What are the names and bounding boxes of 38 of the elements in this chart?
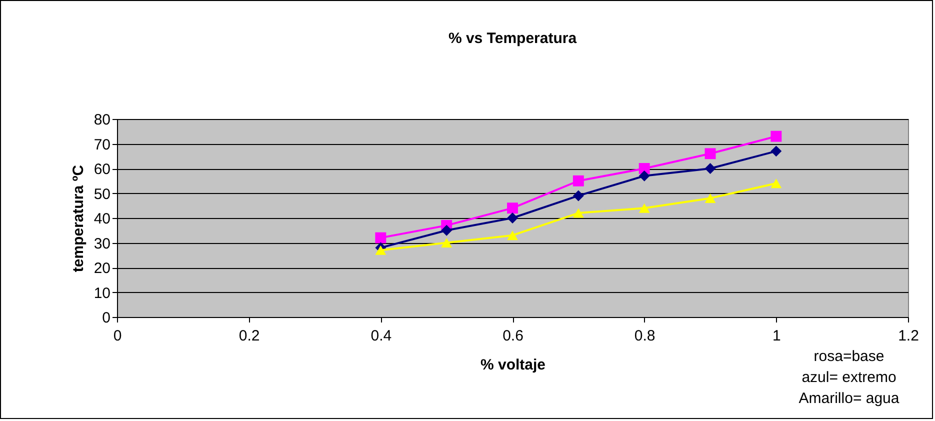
x-tick-label: 0.2 [238, 328, 260, 344]
point [638, 203, 650, 213]
x-tick-label: 1 [772, 328, 781, 344]
point [770, 146, 782, 157]
point [572, 208, 584, 218]
point [441, 224, 452, 236]
point [638, 170, 650, 182]
point [441, 238, 452, 248]
y-tick-label: 20 [94, 260, 110, 277]
y-tick-label: 70 [94, 136, 110, 154]
y-tick-label: 10 [94, 284, 110, 302]
point [572, 190, 584, 202]
point [507, 202, 518, 214]
y-tick-label: 40 [94, 210, 110, 228]
y-tick-label: 80 [94, 112, 110, 128]
x-tick-label: 0.4 [370, 328, 392, 344]
point [375, 245, 386, 255]
text: rosa=base azul= extremo Amarillo= agua [798, 348, 900, 407]
point [770, 130, 782, 142]
chart-title: % vs Temperatura [448, 30, 578, 47]
x-tick-label: 0.6 [502, 328, 524, 344]
y-tick-label: 50 [94, 186, 110, 203]
point [704, 148, 716, 160]
y-tick-label: 0 [102, 310, 110, 326]
y-tick-label: 60 [94, 161, 110, 178]
point [507, 212, 518, 224]
point [572, 175, 584, 186]
point [507, 230, 518, 240]
y-tick-label: 30 [94, 235, 110, 252]
point [704, 193, 716, 203]
point [704, 163, 716, 174]
point [770, 178, 782, 188]
y-axis-title: temperatura ºC [70, 164, 87, 272]
x-tick-label: 1.2 [898, 328, 919, 344]
x-axis-title: % voltaje [480, 356, 546, 374]
x-tick-label: 0.8 [634, 328, 656, 344]
point [375, 232, 386, 244]
x-tick-label: 0 [113, 328, 122, 344]
